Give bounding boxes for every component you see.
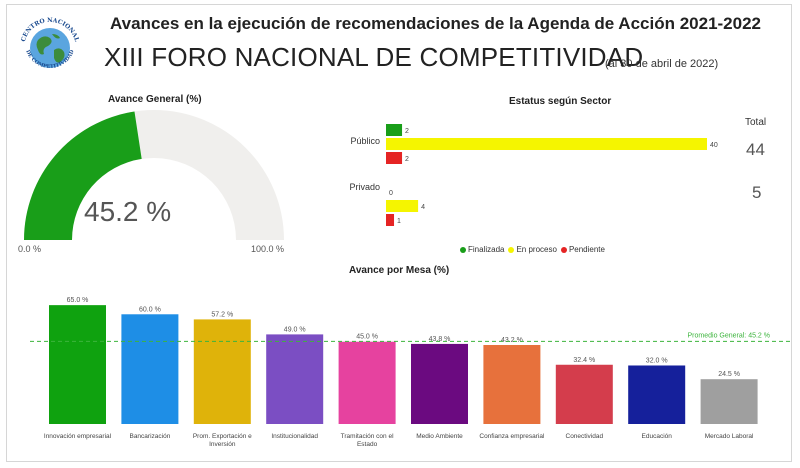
mesa-category-label: Educación [642,433,673,440]
mesa-bar-value-label: 65.0 % [67,297,89,304]
report-frame [6,4,792,462]
sector-chart-title: Estatus según Sector [509,96,612,107]
mesa-bar-value-label: 57.2 % [211,311,233,318]
cnc-logo: CENTRO NACIONAL DE COMPETITIVIDAD [20,17,80,78]
mesa-chart-title: Avance por Mesa (%) [349,265,450,276]
legend-label: Pendiente [568,245,605,254]
gauge-max-label: 100.0 % [251,244,285,254]
mesa-bar [628,365,686,424]
total-header: Total [745,117,767,128]
total-publico: 44 [746,140,765,159]
gauge-min-label: 0.0 % [18,244,42,254]
report-title: Avances en la ejecución de recomendacion… [110,14,761,33]
mesa-category-label: Conectividad [566,433,604,440]
mesa-bar [121,314,179,424]
mesa-category-label: Institucionalidad [271,433,318,440]
sector-bar-pendiente [386,214,395,226]
mesa-bar-value-label: 49.0 % [284,326,306,333]
sector-bar-value-label: 2 [405,156,409,163]
legend-item-finalizada: Finalizada [460,245,504,254]
mesa-bar-value-label: 32.0 % [646,357,668,364]
mesa-bar [266,334,324,424]
legend-label: En proceso [516,245,557,254]
gauge-title: Avance General (%) [108,94,202,105]
mesa-category-label: Innovación empresarial [44,433,112,440]
mesa-bar-value-label: 43.8 % [429,336,451,343]
sector-bar-finalizada [386,124,403,136]
report-subtitle: XIII FORO NACIONAL DE COMPETITIVIDAD [104,42,644,72]
mesa-bar-value-label: 45.0 % [356,334,378,341]
sector-bar-value-label: 1 [397,218,401,225]
mesa-bar-value-label: 43.2 % [501,337,523,344]
legend-item-en-proceso: En proceso [508,245,557,254]
mesa-category-label: Medio Ambiente [416,433,463,440]
sector-status-chart: Público 2 40 2 Privado 0 4 1 [349,124,718,226]
gauge-fill [24,111,142,240]
mesa-bar-value-label: 24.5 % [718,371,740,378]
mesa-category-label: Confianza empresarial [479,433,545,440]
mesa-progress-chart: 65.0 % Innovación empresarial 60.0 % Bancar… [30,297,790,448]
mesa-category-label: Prom. Exportación e Inversión [193,433,252,448]
overall-progress-gauge [24,110,284,240]
average-reference-label: Promedio General: 45.2 % [688,332,771,339]
mesa-category-label: Mercado Laboral [705,433,754,440]
sector-bar-value-label: 0 [389,190,393,197]
sector-category-label: Privado [349,182,380,192]
mesa-category-label: Bancarización [129,433,170,440]
gauge-value: 45.2 % [84,196,172,227]
mesa-bar [193,319,251,424]
legend-label: Finalizada [468,245,505,254]
sector-bar-value-label: 40 [710,142,718,149]
mesa-bar [555,364,613,424]
report-date-note: (al 30 de abril de 2022) [605,58,719,70]
legend-swatch [560,246,567,253]
sector-bar-pendiente [386,152,403,164]
mesa-bar [411,343,468,424]
sector-category-label: Público [350,136,380,146]
mesa-bar [338,341,396,424]
mesa-bar [700,379,758,424]
total-privado: 5 [752,183,762,202]
legend-item-pendiente: Pendiente [560,245,605,254]
sector-bar-value-label: 2 [405,128,409,135]
mesa-bar-value-label: 60.0 % [139,306,161,313]
legend-swatch [508,246,515,253]
sector-bar-en-proceso [386,138,707,150]
mesa-bar [483,345,541,424]
sector-bar-en-proceso [386,200,419,212]
sector-legend: Finalizada En proceso Pendiente [460,245,605,254]
mesa-bar-value-label: 32.4 % [573,357,595,364]
mesa-category-label: Tramitación con el Estado [341,433,394,448]
sector-bar-value-label: 4 [421,204,425,211]
mesa-bar [49,305,106,424]
legend-swatch [460,246,466,253]
